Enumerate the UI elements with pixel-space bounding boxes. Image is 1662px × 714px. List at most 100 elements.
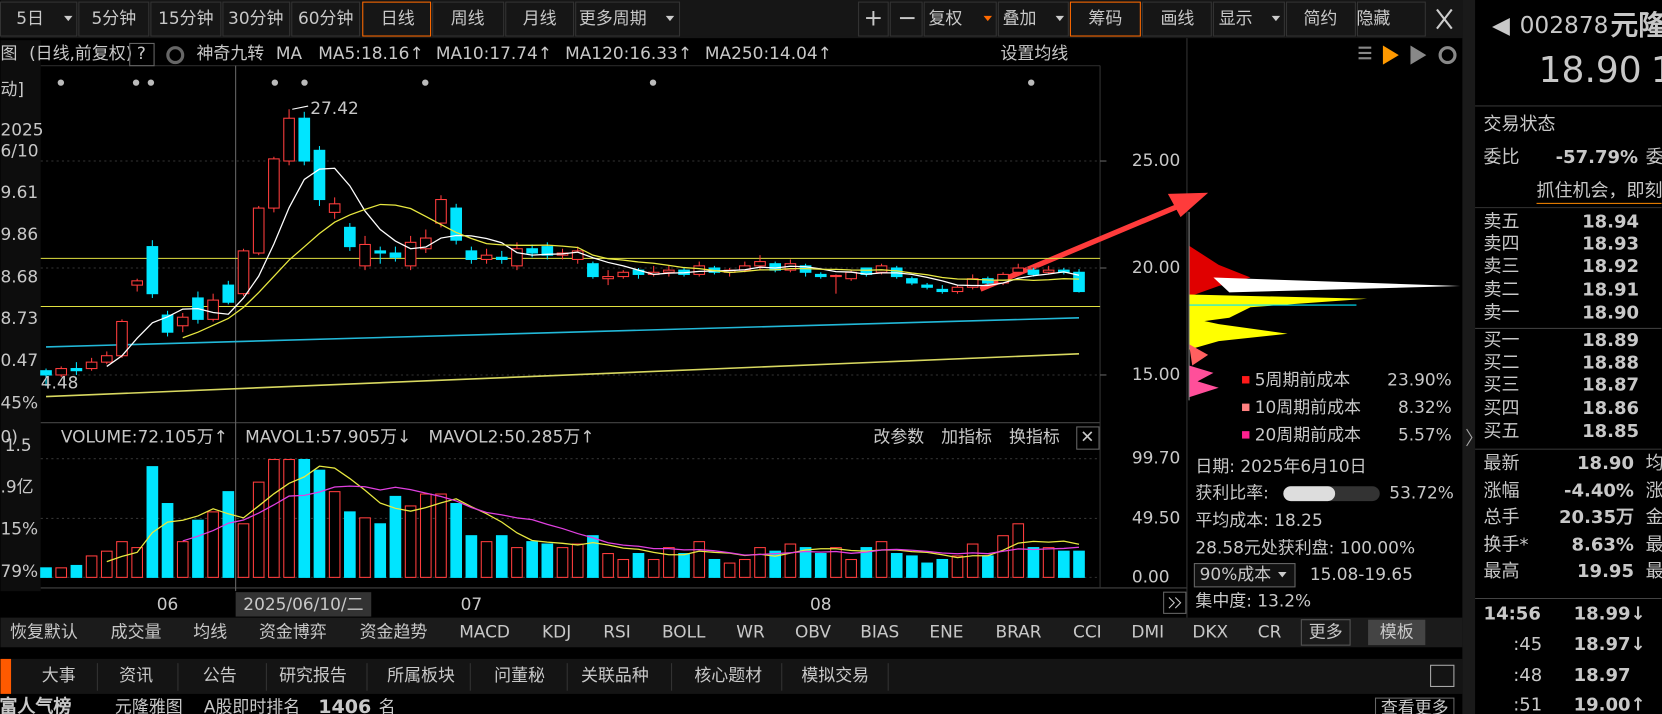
- indicator-tab[interactable]: BOLL: [662, 621, 706, 641]
- indicator-tab[interactable]: 更多: [1309, 621, 1343, 641]
- splitter-handle[interactable]: [1466, 428, 1473, 447]
- dropdown-caret[interactable]: [665, 15, 675, 22]
- period-label[interactable]: 60分钟: [298, 8, 353, 28]
- period-button[interactable]: [432, 1, 505, 37]
- tool-label[interactable]: 叠加: [1003, 8, 1037, 28]
- info-tab[interactable]: 研究报告: [279, 665, 347, 685]
- volume-button[interactable]: 改参数: [873, 427, 924, 447]
- tool-button[interactable]: [1285, 1, 1356, 37]
- tool-label[interactable]: −: [898, 5, 918, 32]
- indicator-tab[interactable]: DMI: [1131, 621, 1164, 641]
- period-label[interactable]: 日线: [381, 8, 415, 28]
- indicator-tab[interactable]: RSI: [603, 621, 631, 641]
- tool-label[interactable]: 画线: [1160, 8, 1194, 28]
- indicator-tab[interactable]: 成交量: [111, 621, 162, 641]
- tool-label[interactable]: 隐藏: [1356, 8, 1390, 28]
- tool-button[interactable]: [1141, 1, 1212, 37]
- tool-button[interactable]: [923, 1, 997, 37]
- period-button[interactable]: [291, 1, 361, 37]
- label[interactable]: 抓住机会，即刻: [1537, 181, 1662, 202]
- indicator-tab[interactable]: OBV: [795, 621, 831, 641]
- cost-select[interactable]: [1193, 563, 1296, 588]
- period-label[interactable]: 周线: [451, 8, 485, 28]
- close-button[interactable]: [1076, 426, 1100, 450]
- tool-button[interactable]: [889, 1, 923, 37]
- tool-button[interactable]: [1069, 1, 1141, 37]
- indicator-tab[interactable]: 恢复默认: [10, 621, 78, 641]
- dropdown-caret[interactable]: [1055, 15, 1065, 22]
- indicator-tab[interactable]: CCI: [1073, 621, 1102, 641]
- label[interactable]: 设置均线: [1000, 43, 1068, 63]
- tab-box[interactable]: [1300, 619, 1351, 646]
- period-button[interactable]: [362, 1, 432, 37]
- period-label[interactable]: 30分钟: [228, 8, 283, 28]
- legend-label: 20周期前成本: [1255, 424, 1361, 444]
- indicator-tab[interactable]: CR: [1258, 621, 1282, 641]
- period-button[interactable]: [78, 1, 150, 37]
- info-tab[interactable]: 问董秘: [494, 665, 545, 685]
- info-tab[interactable]: 核心题材: [694, 665, 762, 685]
- tool-label[interactable]: 筹码: [1088, 8, 1122, 28]
- tool-label[interactable]: 显示: [1219, 8, 1253, 28]
- candle-body: [359, 243, 371, 267]
- dropdown-caret[interactable]: [1271, 15, 1281, 22]
- dropdown-caret[interactable]: [983, 15, 993, 22]
- label[interactable]: 90%成本: [1200, 564, 1272, 584]
- period-button[interactable]: [222, 1, 291, 37]
- ma10-line: [182, 203, 1080, 339]
- tool-button[interactable]: [997, 1, 1069, 37]
- dropdown-caret[interactable]: [64, 15, 73, 22]
- label: 8.63%: [1572, 535, 1634, 556]
- tab-box[interactable]: [1368, 619, 1426, 646]
- period-label[interactable]: 15分钟: [158, 8, 213, 28]
- period-button[interactable]: [150, 1, 222, 37]
- volume-button[interactable]: ✕: [1080, 427, 1094, 447]
- period-label[interactable]: 月线: [523, 8, 557, 28]
- back-icon[interactable]: ◀: [1492, 12, 1510, 39]
- tool-button[interactable]: [858, 1, 889, 37]
- volume-button[interactable]: 加指标: [941, 427, 992, 447]
- indicator-tab[interactable]: ENE: [929, 621, 963, 641]
- indicator-tab[interactable]: 均线: [193, 621, 227, 641]
- volume-button[interactable]: 换指标: [1009, 427, 1060, 447]
- indicator-tab[interactable]: BRAR: [995, 621, 1041, 641]
- expand-button[interactable]: [1163, 591, 1187, 614]
- period-button[interactable]: [0, 1, 78, 37]
- info-tab[interactable]: 关联品种: [581, 665, 649, 685]
- label[interactable]: ?: [137, 43, 146, 63]
- tool-label[interactable]: 复权: [928, 8, 962, 28]
- indicator-tab[interactable]: DKX: [1192, 621, 1228, 641]
- period-label[interactable]: 更多周期: [579, 8, 647, 28]
- more-button[interactable]: [1374, 697, 1455, 714]
- candle-body: [951, 286, 964, 293]
- tool-button[interactable]: [1356, 1, 1426, 37]
- period-button[interactable]: [505, 1, 575, 37]
- label[interactable]: 查看更多: [1381, 698, 1449, 714]
- help-button[interactable]: [129, 42, 155, 67]
- indicator-tab[interactable]: KDJ: [542, 621, 571, 641]
- dropdown-caret[interactable]: [1278, 572, 1287, 578]
- expand-icon[interactable]: [1168, 597, 1182, 609]
- info-tab[interactable]: 所属板块: [387, 665, 455, 685]
- indicator-tab[interactable]: MACD: [459, 621, 510, 641]
- period-button[interactable]: [575, 1, 681, 37]
- tool-icons[interactable]: [166, 8, 1457, 687]
- splitter[interactable]: [1462, 0, 1476, 714]
- indicator-tab[interactable]: 资金趋势: [360, 621, 428, 641]
- indicator-tab[interactable]: 资金博弈: [259, 621, 327, 641]
- period-label[interactable]: 5日: [16, 8, 44, 28]
- indicator-tab[interactable]: WR: [736, 621, 765, 641]
- info-tab[interactable]: 模拟交易: [801, 665, 869, 685]
- tool-label[interactable]: 简约: [1303, 8, 1337, 28]
- indicator-tab[interactable]: 模板: [1380, 621, 1414, 641]
- info-tab[interactable]: 公告: [203, 665, 237, 685]
- info-tab[interactable]: 资讯: [119, 665, 153, 685]
- indicator-tab[interactable]: BIAS: [860, 621, 899, 641]
- label: (日线,前复权): [29, 43, 132, 63]
- tool-label[interactable]: +: [864, 5, 884, 32]
- tool-button[interactable]: [1212, 1, 1285, 37]
- volume-bar: [951, 555, 964, 578]
- info-tab[interactable]: 大事: [42, 665, 76, 685]
- period-label[interactable]: 5分钟: [91, 8, 136, 28]
